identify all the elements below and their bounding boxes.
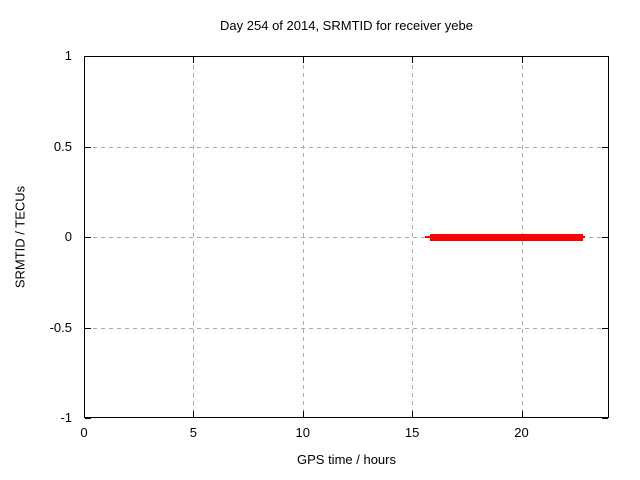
x-tick-top (84, 57, 85, 63)
x-tick-top (412, 57, 414, 63)
y-gridline (85, 237, 608, 238)
x-tick-label: 20 (514, 425, 529, 440)
y-tick-right (602, 418, 608, 419)
y-tick-left (85, 418, 91, 419)
y-gridline (85, 327, 608, 329)
x-tick-label: 15 (404, 425, 420, 440)
y-tick-label: 1 (64, 48, 72, 63)
y-tick-label: -1 (60, 410, 72, 425)
y-tick-right (602, 237, 608, 238)
y-tick-right (602, 56, 608, 57)
x-tick-bottom (193, 411, 195, 417)
x-tick-bottom (84, 411, 85, 417)
y-tick-right (602, 146, 608, 148)
y-tick-label: 0.5 (53, 138, 72, 154)
y-tick-label: 0 (64, 229, 72, 244)
x-tick-top (193, 57, 195, 63)
y-tick-right (602, 327, 608, 329)
series-line-thick (429, 234, 583, 241)
x-tick-top (521, 57, 523, 63)
y-tick-left (85, 146, 91, 148)
x-tick-bottom (521, 411, 523, 417)
x-tick-label: 5 (189, 425, 197, 440)
x-tick-label: 0 (80, 425, 88, 440)
x-tick-bottom (412, 411, 414, 417)
chart-title: Day 254 of 2014, SRMTID for receiver yeb… (220, 18, 473, 33)
x-tick-bottom (302, 411, 304, 417)
y-tick-left (85, 327, 91, 329)
x-axis-label: GPS time / hours (297, 452, 396, 467)
y-tick-left (85, 56, 91, 57)
y-tick-label: -0.5 (49, 319, 72, 335)
x-tick-top (302, 57, 304, 63)
y-gridline (85, 146, 608, 148)
y-tick-left (85, 237, 91, 238)
x-tick-label: 10 (295, 425, 310, 440)
